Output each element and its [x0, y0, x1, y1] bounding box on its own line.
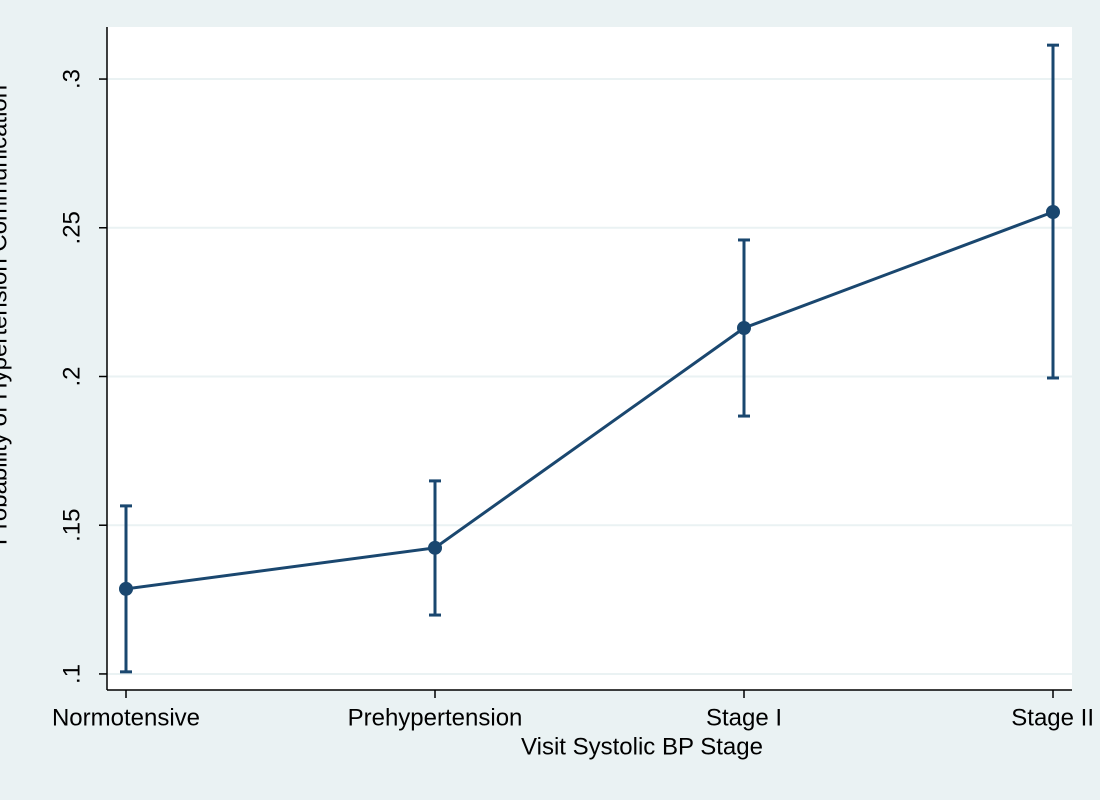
point — [119, 581, 133, 596]
y-axis-title: Probability of Hypertension Communicatio… — [0, 85, 12, 545]
y-tick-label: .1 — [58, 664, 85, 684]
x-tick-label: Normotensive — [52, 704, 200, 731]
x-tick-label: Prehypertension — [348, 704, 523, 731]
y-tick-label: .3 — [58, 69, 85, 89]
point — [428, 540, 442, 555]
x-tick-label: Stage II — [1011, 704, 1094, 731]
point — [737, 321, 751, 336]
y-tick-label: .15 — [58, 509, 85, 542]
data-line — [125, 210, 1054, 591]
y-tick-label: .2 — [58, 366, 85, 386]
plot-area — [107, 27, 1072, 690]
point — [1046, 205, 1060, 220]
y-tick-label: .25 — [58, 211, 85, 244]
x-axis-title: Visit Systolic BP Stage — [521, 733, 763, 760]
x-tick-label: Stage I — [706, 704, 782, 731]
